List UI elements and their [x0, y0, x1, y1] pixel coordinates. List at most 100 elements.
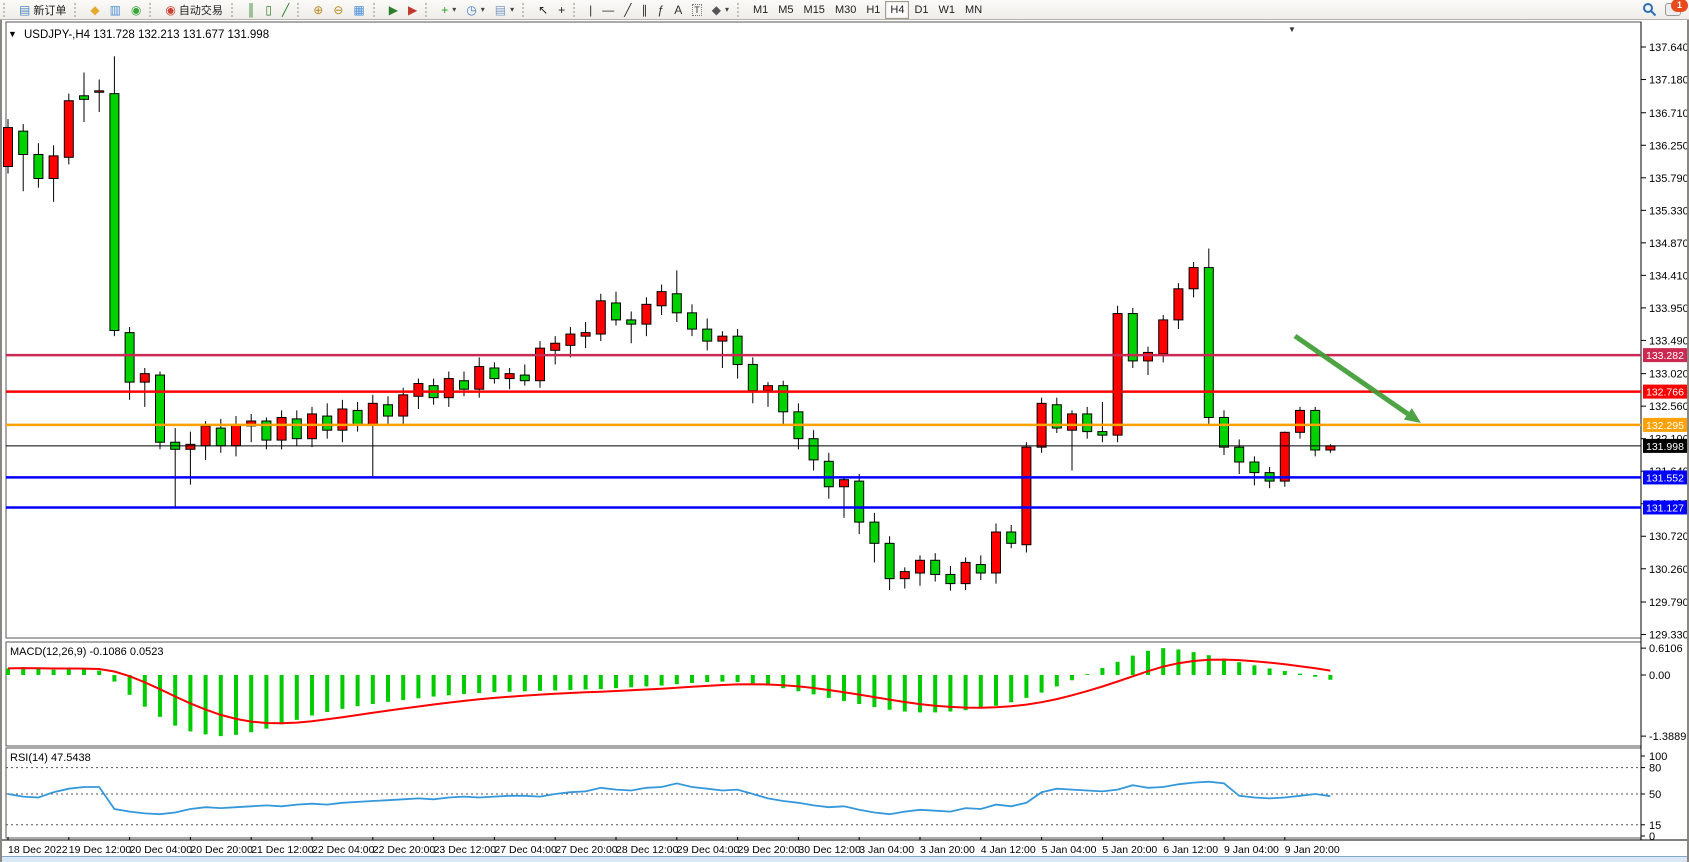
new-order-button[interactable]: ▤ 新订单 [14, 1, 71, 19]
chart-svg[interactable]: 137.640 137.180 136.710 136.250 135.790 135.3… [0, 20, 1689, 862]
toolbar-group-grip[interactable] [74, 2, 81, 17]
candle [565, 333, 576, 346]
chart-shift-marker-icon[interactable]: ▼ [1288, 25, 1296, 34]
time-tick-label: 9 Jan 04:00 [1224, 844, 1279, 856]
candle [48, 155, 59, 180]
search-icon[interactable] [1642, 2, 1657, 17]
indicators-button[interactable]: + ▾ [436, 1, 461, 19]
timeframe-m1-button[interactable]: M1 [748, 1, 773, 19]
candle [63, 100, 74, 158]
auto-scroll-button[interactable]: ▶ [384, 1, 403, 19]
toolbar-group-grip[interactable] [573, 2, 580, 17]
candle [1006, 531, 1017, 544]
time-tick-label: 29 Dec 20:00 [738, 844, 801, 856]
timeframe-w1-button[interactable]: W1 [934, 1, 961, 19]
price-level-label: 133.282 [1646, 350, 1684, 362]
signals-icon: ◉ [130, 2, 142, 17]
timeframe-m15-button[interactable]: M15 [799, 1, 830, 19]
metaeditor-button[interactable]: ◆ [85, 1, 104, 19]
periods-clock-button[interactable]: ◷ ▾ [461, 1, 490, 19]
candle [808, 438, 819, 461]
text-label-button[interactable]: T [687, 1, 707, 19]
line-chart-icon: ╱ [282, 2, 290, 17]
main-price-panel[interactable] [5, 21, 1642, 639]
timeframe-mn-button[interactable]: MN [960, 1, 987, 19]
price-level-label: 131.552 [1646, 472, 1684, 484]
timeframe-d1-button[interactable]: D1 [909, 1, 933, 19]
chat-icon[interactable]: 1 [1665, 0, 1688, 16]
toolbar-group-grip[interactable] [372, 2, 380, 17]
auto-trading-button[interactable]: ◉ 自动交易 [160, 1, 227, 19]
equidistant-channel-button[interactable]: ∥ [637, 1, 653, 19]
chart-title: USDJPY-,H4 131.728 132.213 131.677 131.9… [24, 29, 269, 41]
candle [1112, 313, 1123, 436]
market-watch-button[interactable]: ▥ [105, 1, 126, 19]
horizontal-line-button[interactable]: — [597, 1, 619, 19]
toolbar-group-grip[interactable] [522, 2, 529, 17]
timeframe-m30-button[interactable]: M30 [830, 1, 861, 19]
time-tick-label: 30 Dec 12:00 [798, 844, 861, 856]
toolbar-group-grip[interactable] [230, 2, 238, 17]
time-tick-label: 27 Dec 20:00 [555, 844, 618, 856]
line-chart-button[interactable]: ╱ [277, 1, 294, 19]
new-order-icon: ▤ [19, 2, 31, 17]
candle [337, 408, 348, 431]
chart-shift-button[interactable]: ▶ [403, 1, 422, 19]
time-tick-label: 28 Dec 12:00 [616, 844, 679, 856]
candle [869, 521, 880, 544]
timeframe-h1-button[interactable]: H1 [861, 1, 885, 19]
text-button[interactable]: A [669, 1, 687, 19]
bar-chart-button[interactable]: ║ [242, 1, 261, 19]
candle [155, 374, 165, 443]
candle [656, 291, 667, 307]
time-tick-label: 4 Jan 12:00 [981, 844, 1036, 856]
price-tick-label: 137.180 [1649, 75, 1689, 87]
timeframe-h4-label: H4 [890, 3, 905, 16]
candle [975, 564, 986, 574]
indicators-icon: + [441, 2, 449, 17]
price-tick-label: 135.790 [1649, 173, 1689, 185]
macd-scale-label: 0.00 [1649, 670, 1670, 682]
price-tick-label: 133.020 [1649, 369, 1689, 381]
candle [94, 90, 105, 93]
toolbar-group-grip[interactable] [297, 2, 304, 17]
candle [1295, 409, 1305, 433]
dropdown-caret-icon: ▾ [480, 5, 485, 14]
templates-button[interactable]: ▤ ▾ [490, 1, 519, 19]
trend-arrow[interactable] [1293, 333, 1410, 416]
status-bar-edge [2, 856, 1687, 862]
crosshair-button[interactable]: + [553, 1, 570, 19]
candlestick-chart-button[interactable]: ▯ [260, 1, 277, 19]
candle [1173, 288, 1184, 321]
zoom-out-button[interactable]: ⊖ [328, 1, 348, 19]
toolbar-group-grip[interactable] [425, 2, 432, 17]
signals-button[interactable]: ◉ [126, 1, 146, 19]
crosshair-icon: + [558, 2, 566, 17]
time-tick-label: 23 Dec 12:00 [434, 844, 497, 856]
toolbar-group-grip[interactable] [3, 2, 10, 17]
fibonacci-button[interactable]: ƒ [653, 1, 670, 19]
toolbar-group-grip[interactable] [736, 2, 744, 17]
candle [1051, 404, 1062, 429]
time-tick-label: 22 Dec 20:00 [373, 844, 436, 856]
arrows-icon: ◆ [711, 2, 721, 17]
text-label-icon: T [692, 3, 702, 16]
trendline-button[interactable]: ╱ [619, 1, 636, 19]
timeframe-h4-button[interactable]: H4 [885, 0, 910, 19]
price-tick-label: 133.490 [1649, 335, 1689, 347]
macd-panel[interactable] [5, 641, 1642, 747]
rsi-panel[interactable] [5, 747, 1642, 839]
cursor-button[interactable]: ↖ [533, 1, 553, 19]
vertical-line-button[interactable]: | [584, 1, 597, 19]
zoom-in-button[interactable]: ⊕ [308, 1, 328, 19]
arrows-button[interactable]: ◆ ▾ [707, 1, 734, 19]
one-click-toggle-icon[interactable]: ▼ [8, 29, 17, 39]
window-frame-right [1687, 20, 1689, 862]
chart-window[interactable]: 137.640 137.180 136.710 136.250 135.790 135.3… [0, 20, 1689, 862]
auto-trading-icon: ◉ [165, 2, 176, 17]
toolbar-group-grip[interactable] [149, 2, 156, 17]
tile-windows-button[interactable]: ▦ [348, 1, 369, 19]
timeframe-m5-button[interactable]: M5 [773, 1, 798, 19]
market-watch-icon: ▥ [109, 2, 121, 17]
